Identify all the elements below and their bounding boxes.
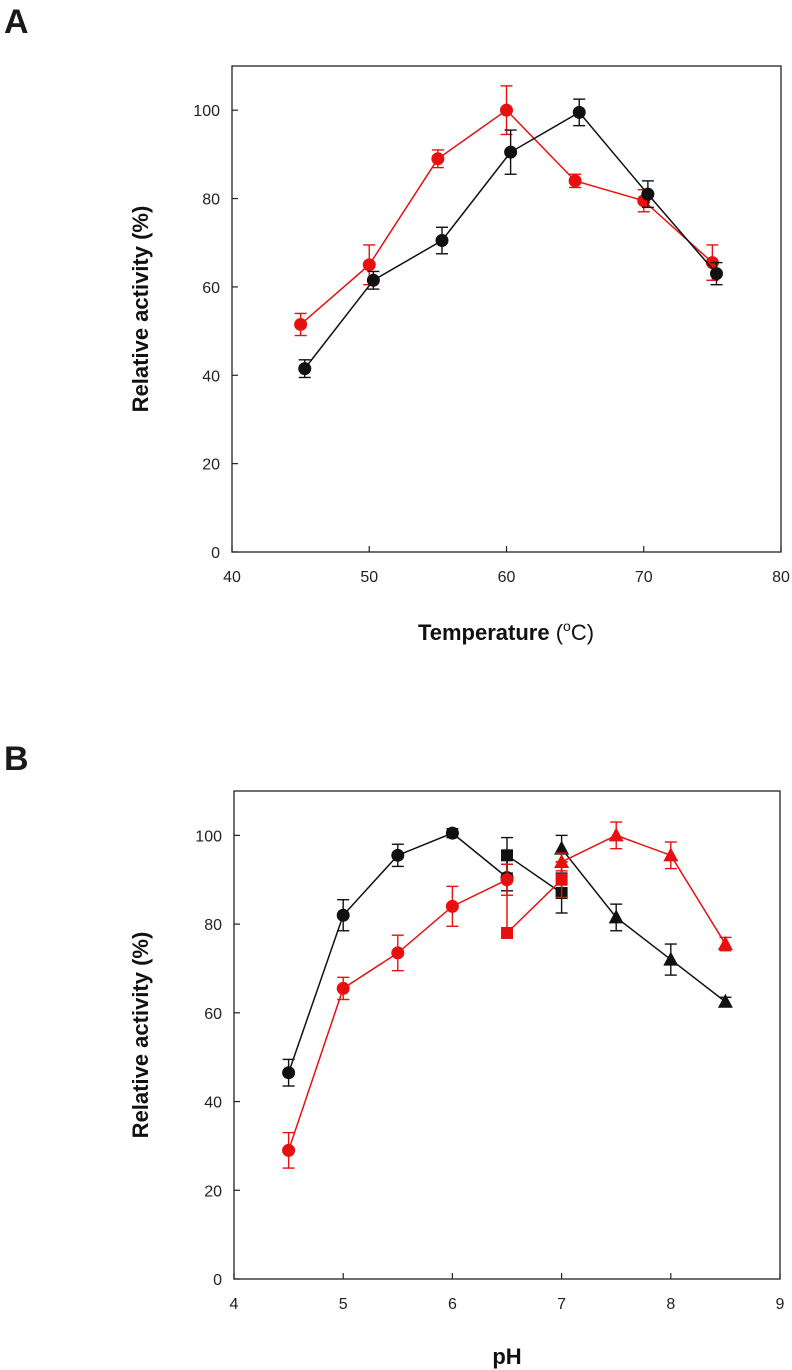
data-point — [504, 145, 518, 159]
data-point — [445, 826, 459, 840]
data-point — [568, 174, 582, 188]
y-tick-label-a: 20 — [202, 457, 220, 474]
x-tick-label-a: 70 — [635, 569, 653, 586]
y-tick-label-a: 0 — [211, 545, 220, 562]
data-point — [501, 849, 513, 862]
series-red-b — [282, 821, 733, 1169]
data-point — [431, 152, 445, 166]
data-point — [663, 951, 679, 966]
data-point — [282, 1143, 296, 1157]
ticks-b: 4 5 6 7 8 9 0 20 40 60 80 100 — [195, 828, 784, 1313]
x-axis-title-a: Temperature (oC) — [418, 618, 594, 645]
data-point — [294, 317, 308, 331]
data-point — [500, 103, 513, 117]
x-tick-label-b: 8 — [666, 1296, 675, 1313]
x-tick-label-b: 9 — [776, 1296, 785, 1313]
x-tick-label-b: 4 — [230, 1296, 239, 1313]
plot-frame-b — [233, 790, 781, 1280]
data-point — [366, 273, 380, 287]
data-point — [717, 993, 733, 1008]
data-point — [500, 873, 514, 887]
y-axis-title-b: Relative activity (%) — [128, 932, 153, 1139]
y-tick-label-a: 40 — [202, 368, 220, 385]
panel-b: B 4 5 6 7 8 9 0 20 40 60 80 100 pH Relative activit… — [4, 740, 785, 1369]
panel-label-a: A — [4, 3, 29, 41]
y-tick-label-b: 60 — [204, 1006, 222, 1023]
data-point — [554, 853, 570, 868]
data-point — [336, 908, 350, 922]
x-tick-label-b: 6 — [448, 1296, 457, 1313]
y-tick-label-b: 40 — [204, 1095, 222, 1112]
series-black-a — [298, 98, 723, 379]
series-line-red-a — [300, 109, 713, 326]
data-point — [282, 1066, 296, 1080]
panel-a: A 40 50 60 70 80 0 20 40 60 80 100 Temperature (oC… — [4, 3, 790, 645]
x-tick-label-a: 50 — [360, 569, 378, 586]
x-tick-label-b: 5 — [339, 1296, 348, 1313]
x-axis-title-b: pH — [492, 1344, 521, 1369]
x-tick-label-b: 7 — [557, 1296, 566, 1313]
data-point — [336, 981, 350, 995]
data-point — [709, 267, 723, 281]
data-point — [608, 827, 624, 842]
data-point — [391, 848, 405, 862]
data-point — [298, 362, 312, 376]
y-tick-label-b: 0 — [213, 1272, 222, 1289]
panel-label-b: B — [4, 740, 29, 778]
y-axis-title-a: Relative activity (%) — [128, 206, 153, 413]
data-point — [362, 258, 376, 272]
y-tick-label-b: 100 — [195, 828, 222, 845]
y-tick-label-a: 80 — [202, 192, 220, 209]
ticks-a: 40 50 60 70 80 0 20 40 60 80 100 — [193, 103, 790, 586]
plot-frame-a — [231, 65, 782, 553]
data-point — [663, 847, 679, 862]
x-tick-label-a: 80 — [772, 569, 790, 586]
data-point — [391, 946, 405, 960]
data-point — [435, 234, 449, 248]
y-tick-label-b: 80 — [204, 917, 222, 934]
series-group-b — [282, 821, 733, 1169]
data-point — [641, 187, 655, 201]
data-point — [572, 105, 586, 119]
x-tick-label-a: 40 — [223, 569, 241, 586]
data-point — [555, 873, 568, 886]
data-point — [445, 899, 459, 913]
data-point — [608, 909, 624, 924]
y-tick-label-b: 20 — [204, 1183, 222, 1200]
data-point — [501, 926, 513, 939]
x-tick-label-a: 60 — [498, 569, 516, 586]
y-tick-label-a: 100 — [193, 103, 220, 120]
data-point — [554, 840, 570, 855]
y-tick-label-a: 60 — [202, 280, 220, 297]
series-red-a — [294, 85, 719, 337]
series-group-a — [294, 85, 723, 379]
data-point — [717, 936, 733, 951]
